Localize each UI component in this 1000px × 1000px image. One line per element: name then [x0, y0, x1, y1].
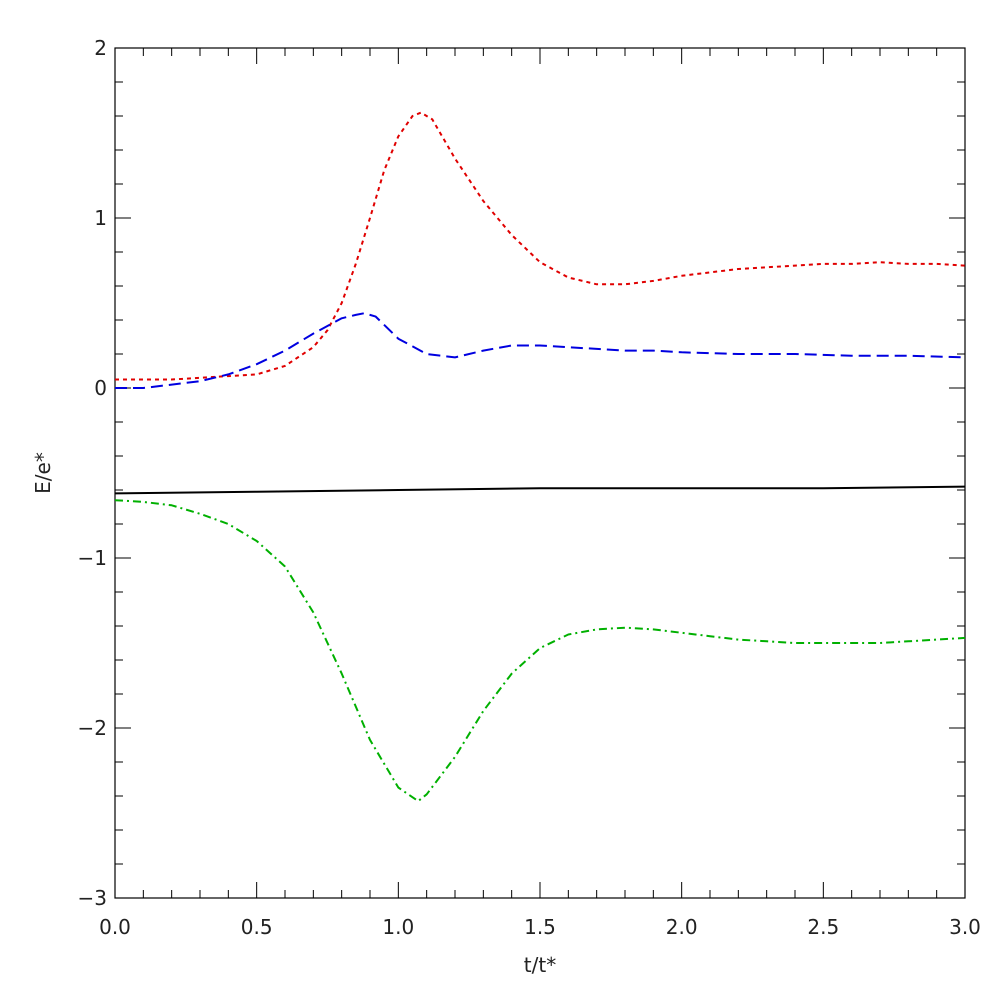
y-tick-label: −3: [78, 886, 107, 910]
series-layer: [114, 111, 966, 803]
axis-tick-labels: 0.0 0.5 1.0 1.5 2.0 2.5 3.0 −3 −2 −1 0 1 2: [78, 36, 981, 939]
series-line-2: [115, 312, 966, 389]
y-tick-label: −2: [78, 716, 107, 740]
x-tick-label: 3.0: [949, 915, 981, 939]
plot-frame: [114, 47, 966, 899]
series-line-1: [115, 111, 966, 381]
x-tick-label: 2.0: [666, 915, 698, 939]
x-tick-label: 2.5: [807, 915, 839, 939]
x-tick-label: 1.0: [382, 915, 414, 939]
x-tick-label: 0.0: [99, 915, 131, 939]
axis-ticks: [114, 47, 966, 899]
series-line-4: [114, 499, 966, 803]
x-tick-label: 1.5: [524, 915, 556, 939]
y-tick-label: 2: [94, 36, 107, 60]
y-tick-label: 0: [94, 376, 107, 400]
y-tick-label: −1: [78, 546, 107, 570]
series-line-3: [114, 485, 966, 495]
y-tick-label: 1: [94, 206, 107, 230]
y-axis-title: E/e*: [31, 452, 55, 494]
x-tick-label: 0.5: [241, 915, 273, 939]
x-axis-title: t/t*: [524, 953, 556, 977]
